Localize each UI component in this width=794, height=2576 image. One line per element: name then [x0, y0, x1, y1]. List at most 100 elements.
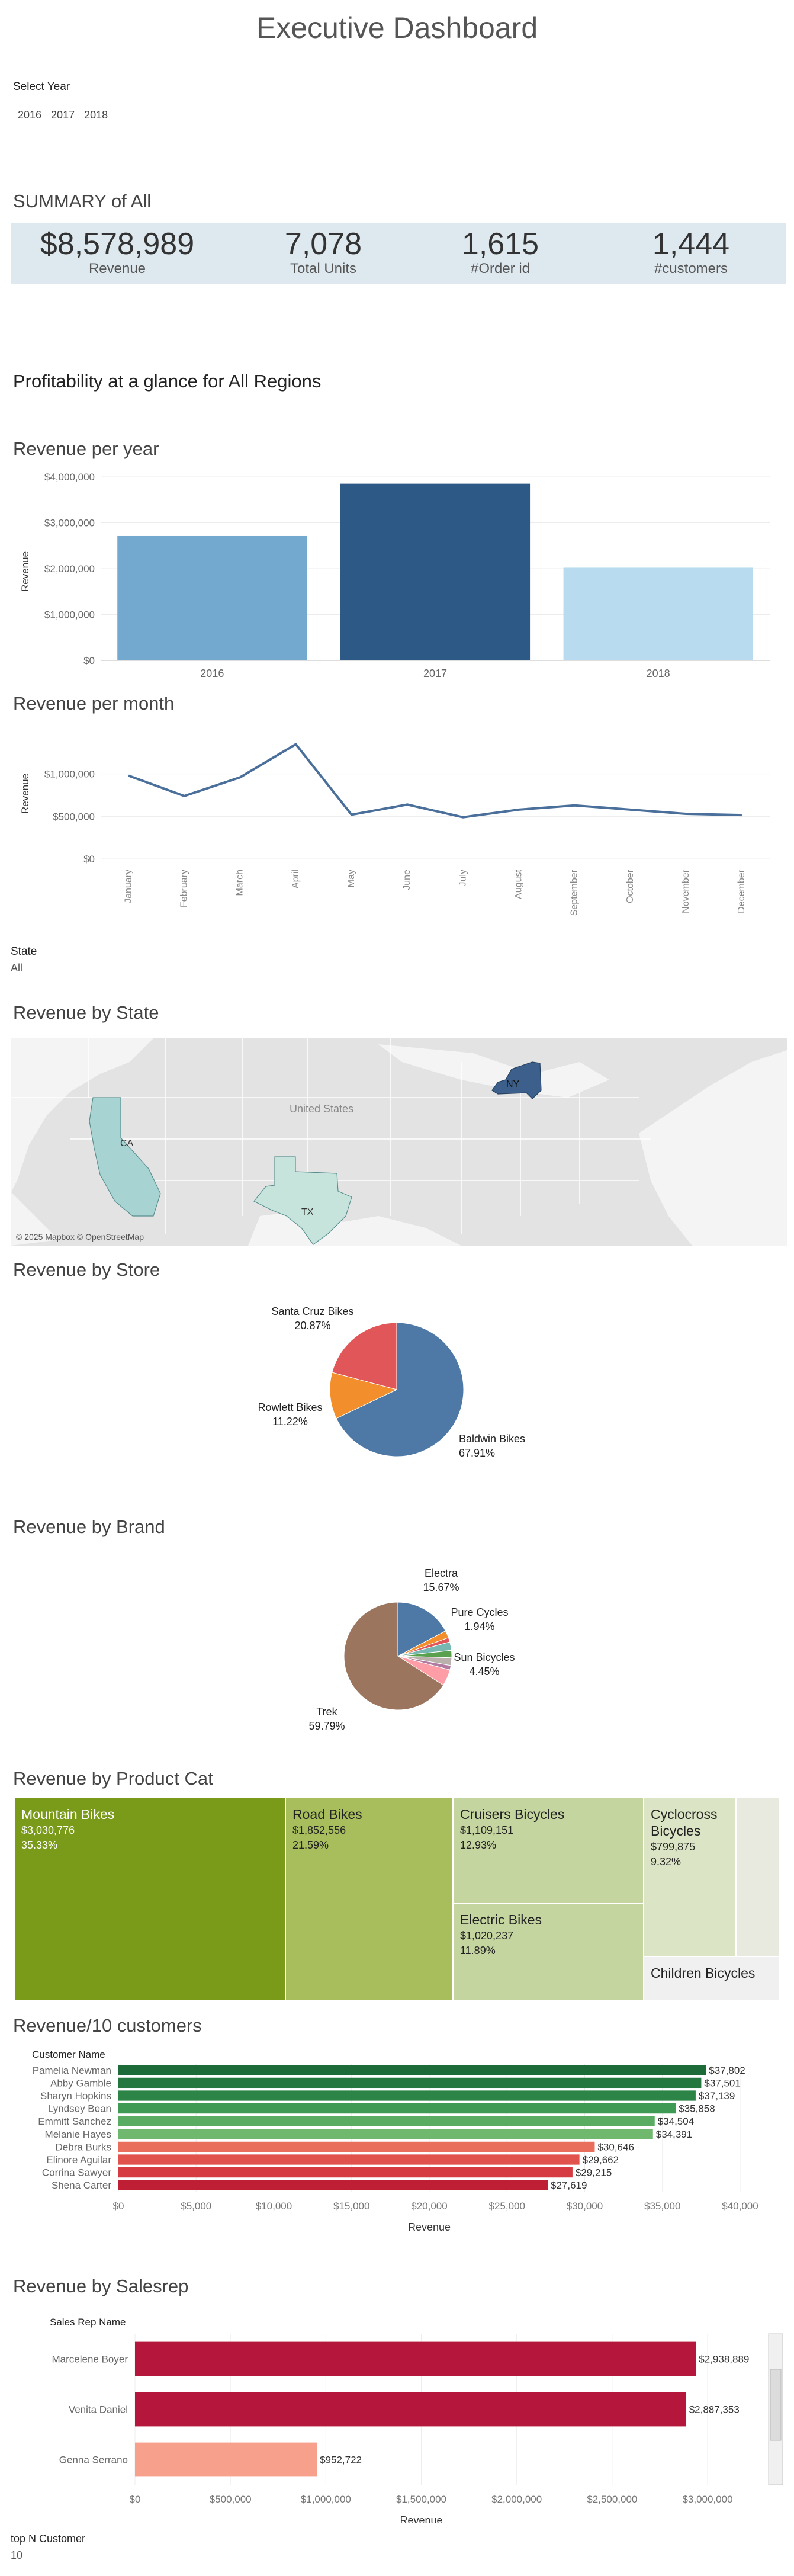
- kpi-value: 1,615: [461, 227, 539, 261]
- row-label: Emmitt Sanchez: [38, 2116, 111, 2127]
- state-shape-tx[interactable]: [253, 1156, 352, 1245]
- bar-abby-gamble[interactable]: [118, 2077, 702, 2089]
- x-tick-label: $30,000: [567, 2200, 603, 2212]
- treemap-label-value: $3,030,776: [21, 1824, 75, 1836]
- state-filter-label: State: [11, 945, 37, 958]
- treemap-label-value: $799,875: [651, 1841, 695, 1853]
- pie-slice-santa-cruz-bikes[interactable]: [332, 1322, 397, 1390]
- top-n-label: top N Customer: [11, 2533, 86, 2545]
- x-tick-label: $2,500,000: [587, 2494, 637, 2505]
- state-shape-ca[interactable]: [89, 1097, 161, 1217]
- bar-elinore-aguilar[interactable]: [118, 2154, 580, 2165]
- revenue-by-state-map[interactable]: CA TX NY United States © 2025 Mapbox © O…: [11, 1038, 787, 1246]
- treemap-label-pct: 12.93%: [460, 1839, 496, 1851]
- revenue-by-brand-title: Revenue by Brand: [13, 1516, 165, 1537]
- dashboard-title: Executive Dashboard: [256, 11, 538, 44]
- x-tick-label: January: [123, 870, 133, 903]
- x-tick-label: August: [513, 869, 523, 899]
- x-tick-label: $0: [113, 2200, 124, 2212]
- row-label: Shena Carter: [52, 2180, 111, 2191]
- treemap-label-pct: 35.33%: [21, 1839, 57, 1851]
- y-tick-label: $0: [83, 854, 95, 865]
- x-tick-label: $3,000,000: [682, 2494, 732, 2505]
- treemap-cell-road-bikes[interactable]: [285, 1798, 454, 2001]
- pie-label-name: Santa Cruz Bikes: [271, 1305, 353, 1317]
- bar-value-label: $27,619: [551, 2180, 587, 2191]
- bar-2018[interactable]: [563, 567, 753, 660]
- pie-slice-electra[interactable]: [397, 1602, 446, 1657]
- bar-pamelia-newman[interactable]: [118, 2065, 706, 2075]
- x-tick-label: December: [737, 869, 747, 913]
- bar-value-label: $37,139: [699, 2090, 735, 2102]
- treemap-cell-mountain-bikes[interactable]: [14, 1798, 286, 2001]
- kpi-label: Total Units: [290, 261, 357, 277]
- kpi-value: 7,078: [284, 227, 362, 261]
- pie-label-pct: 4.45%: [469, 1666, 499, 1677]
- x-tick-label: $25,000: [489, 2200, 525, 2212]
- year-option-2016[interactable]: 2016: [18, 109, 42, 121]
- treemap-cell-other-6[interactable]: [735, 1798, 779, 1957]
- row-label: Pamelia Newman: [33, 2065, 111, 2076]
- bar-2017[interactable]: [340, 483, 531, 660]
- year-option-2018[interactable]: 2018: [84, 109, 108, 121]
- y-tick-label: $0: [83, 655, 95, 666]
- pie-slice-rowlett-bikes[interactable]: [329, 1372, 398, 1419]
- bar-genna-serrano[interactable]: [135, 2442, 317, 2477]
- bar-value-label: $34,391: [656, 2129, 692, 2140]
- column-header: Sales Rep Name: [50, 2317, 126, 2328]
- country-label: United States: [290, 1103, 353, 1115]
- revenue-per-month-title: Revenue per month: [13, 693, 175, 714]
- state-shape-ny[interactable]: [491, 1061, 542, 1099]
- revenue-top-customers-chart: Customer Name $0 $5,000 $10,000 $15,000 $20,0…: [32, 2049, 758, 2233]
- map-ocean-sw: [11, 1192, 59, 1246]
- x-tick-label: July: [458, 870, 468, 886]
- bar-sharyn-hopkins[interactable]: [118, 2090, 696, 2101]
- bar-value-label: $29,662: [583, 2154, 619, 2166]
- column-header: Customer Name: [32, 2049, 105, 2060]
- x-tick-label: November: [681, 869, 691, 913]
- bar-corrina-sawyer[interactable]: [118, 2167, 573, 2178]
- bar-marcelene-boyer[interactable]: [135, 2341, 696, 2376]
- salesrep-scrollbar-thumb[interactable]: [770, 2369, 782, 2441]
- row-label: Corrina Sawyer: [42, 2167, 111, 2179]
- pie-slice-trek[interactable]: [343, 1602, 444, 1711]
- summary-band: $8,578,989 Revenue 7,078 Total Units 1,6…: [11, 223, 786, 284]
- bar-shena-carter[interactable]: [118, 2180, 548, 2190]
- pie-slice-baldwin-bikes[interactable]: [336, 1322, 464, 1457]
- bar-value-label: $952,722: [320, 2455, 362, 2466]
- x-tick-label: $15,000: [333, 2200, 369, 2212]
- row-label: Marcelene Boyer: [52, 2354, 128, 2365]
- x-tick-label: June: [402, 870, 412, 890]
- y-tick-label: $3,000,000: [44, 518, 95, 529]
- x-tick-label: 2017: [423, 668, 447, 679]
- bar-lyndsey-bean[interactable]: [118, 2103, 676, 2114]
- bar-value-label: $37,501: [704, 2077, 740, 2089]
- map-attribution: © 2025 Mapbox © OpenStreetMap: [16, 1232, 144, 1242]
- x-tick-label: September: [570, 869, 580, 916]
- bar-debra-burks[interactable]: [118, 2141, 595, 2152]
- kpi-customers: 1,444 #customers: [611, 223, 771, 277]
- year-option-2017[interactable]: 2017: [51, 109, 75, 121]
- x-tick-label: October: [625, 869, 635, 903]
- treemap-label-name: Cyclocross: [651, 1807, 717, 1822]
- bar-venita-daniel[interactable]: [135, 2392, 686, 2427]
- revenue-by-state-title: Revenue by State: [13, 1002, 159, 1023]
- treemap-label-pct: 11.89%: [460, 1945, 496, 1956]
- state-filter-value[interactable]: All: [11, 962, 23, 974]
- treemap-label-name: Bicycles: [651, 1823, 700, 1839]
- bar-2016[interactable]: [117, 535, 307, 660]
- bar-value-label: $37,802: [709, 2065, 745, 2076]
- bar-value-label: $34,504: [658, 2116, 694, 2127]
- bar-melanie-hayes[interactable]: [118, 2129, 653, 2139]
- revenue-line[interactable]: [128, 742, 742, 819]
- revenue-by-salesrep-title: Revenue by Salesrep: [13, 2276, 189, 2296]
- bar-emmitt-sanchez[interactable]: [118, 2116, 655, 2126]
- revenue-by-salesrep-chart: Sales Rep Name $0 $500,000 $1,000,000 $1,500…: [50, 2317, 783, 2523]
- bar-value-label: $2,887,353: [689, 2404, 740, 2415]
- x-tick-label: $20,000: [411, 2200, 447, 2212]
- treemap-cell-cruisers-bicycles[interactable]: [452, 1798, 644, 1904]
- top-n-value[interactable]: 10: [11, 2549, 23, 2561]
- treemap-label-value: $1,020,237: [460, 1930, 513, 1942]
- treemap-cell-children-bicycles[interactable]: [643, 1956, 779, 2001]
- row-label: Sharyn Hopkins: [40, 2090, 111, 2102]
